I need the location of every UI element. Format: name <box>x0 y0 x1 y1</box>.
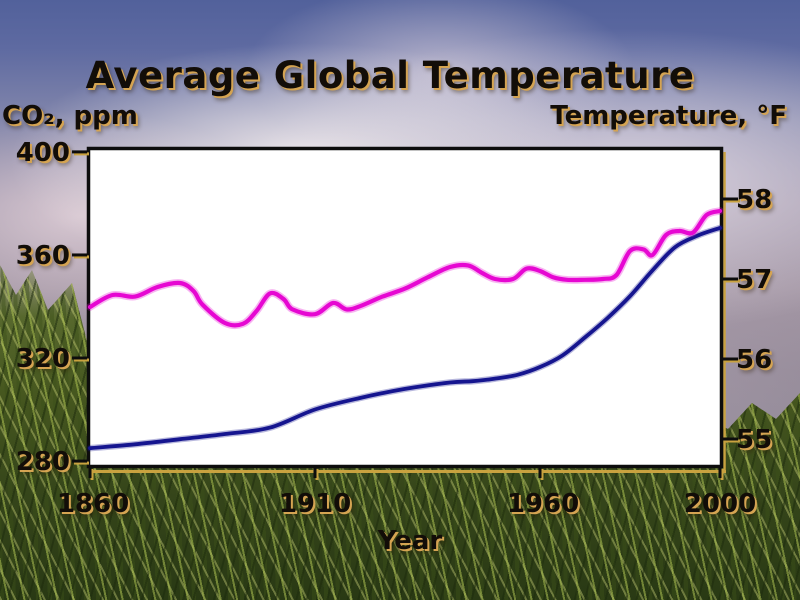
x-axis-tick-label: 2000 <box>683 489 757 519</box>
plot-area <box>86 146 724 469</box>
right-axis-tick-label: 55 <box>736 425 773 455</box>
right-axis-tick-label: 56 <box>736 345 773 375</box>
axis-tick-marks <box>72 150 740 480</box>
x-axis-tick-label: 1910 <box>278 489 352 519</box>
page-title: Average Global Temperature <box>85 54 695 97</box>
left-axis-tick-label: 320 <box>15 344 70 374</box>
co2-line <box>88 226 722 451</box>
left-axis-tick-label: 400 <box>15 138 70 168</box>
left-axis-title: CO₂, ppm <box>2 101 138 131</box>
bottom-axis-title: Year <box>377 526 443 556</box>
left-axis-tick-label: 360 <box>15 241 70 271</box>
x-axis-tick-label: 1960 <box>506 489 580 519</box>
left-axis-tick-label: 280 <box>15 447 70 477</box>
x-axis-tick-label: 1860 <box>56 489 130 519</box>
right-axis-title: Temperature, °F <box>550 101 787 131</box>
right-axis-tick-label: 58 <box>736 185 773 215</box>
right-axis-tick-label: 57 <box>736 265 773 295</box>
temperature-line <box>87 208 723 328</box>
